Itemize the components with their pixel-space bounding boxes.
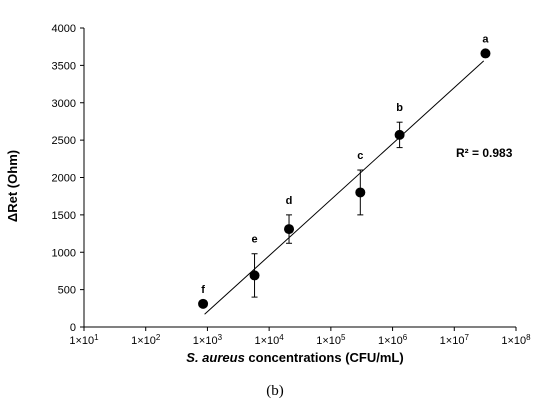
figure-caption: (b) — [266, 383, 284, 399]
trendline — [204, 60, 485, 315]
point-label: b — [396, 102, 403, 114]
y-tick-label: 3000 — [52, 98, 76, 110]
data-point — [284, 224, 295, 235]
point-label: e — [251, 234, 257, 246]
y-tick-label: 0 — [70, 322, 76, 334]
x-tick-label: 1×108 — [501, 333, 531, 347]
point-labels: f e d c b a — [201, 33, 489, 295]
x-tick-label: 1×103 — [193, 333, 223, 347]
axes — [80, 27, 517, 331]
point-label: f — [201, 284, 205, 296]
point-label: a — [482, 33, 489, 45]
y-tick-label: 4000 — [52, 23, 76, 35]
data-point — [394, 129, 405, 140]
x-axis-label-italic: S. aureus — [186, 350, 245, 365]
data-point — [198, 298, 209, 309]
y-tick-label: 2000 — [52, 173, 76, 185]
x-tick-label: 1×107 — [440, 333, 470, 347]
x-tick-label: 1×102 — [131, 333, 161, 347]
data-point — [355, 187, 366, 198]
x-axis-label: S. aureus concentrations (CFU/mL) — [186, 350, 403, 365]
y-tick-label: 1500 — [52, 210, 76, 222]
error-bars — [251, 121, 403, 298]
x-tick-label: 1×101 — [69, 333, 99, 347]
data-points — [198, 48, 491, 309]
y-tick-label: 3500 — [52, 60, 76, 72]
point-label: d — [286, 195, 293, 207]
y-tick-label: 500 — [58, 285, 76, 297]
point-label: c — [357, 150, 363, 162]
x-tick-label: 1×106 — [378, 333, 408, 347]
r-squared-annotation: R² = 0.983 — [456, 146, 513, 160]
data-point — [249, 270, 260, 281]
x-tick-label: 1×105 — [316, 333, 346, 347]
x-axis-label-rest: concentrations (CFU/mL) — [245, 350, 404, 365]
y-tick-labels: 0 500 1000 1500 2000 2500 3000 3500 4000 — [52, 23, 76, 334]
y-tick-label: 1000 — [52, 247, 76, 259]
data-point — [480, 48, 491, 59]
x-tick-labels: 1×101 1×102 1×103 1×104 1×105 1×106 1×107 1×108 — [69, 333, 531, 347]
y-tick-label: 2500 — [52, 135, 76, 147]
y-axis-label: ΔRet (Ohm) — [5, 150, 20, 222]
x-tick-label: 1×104 — [255, 333, 285, 347]
